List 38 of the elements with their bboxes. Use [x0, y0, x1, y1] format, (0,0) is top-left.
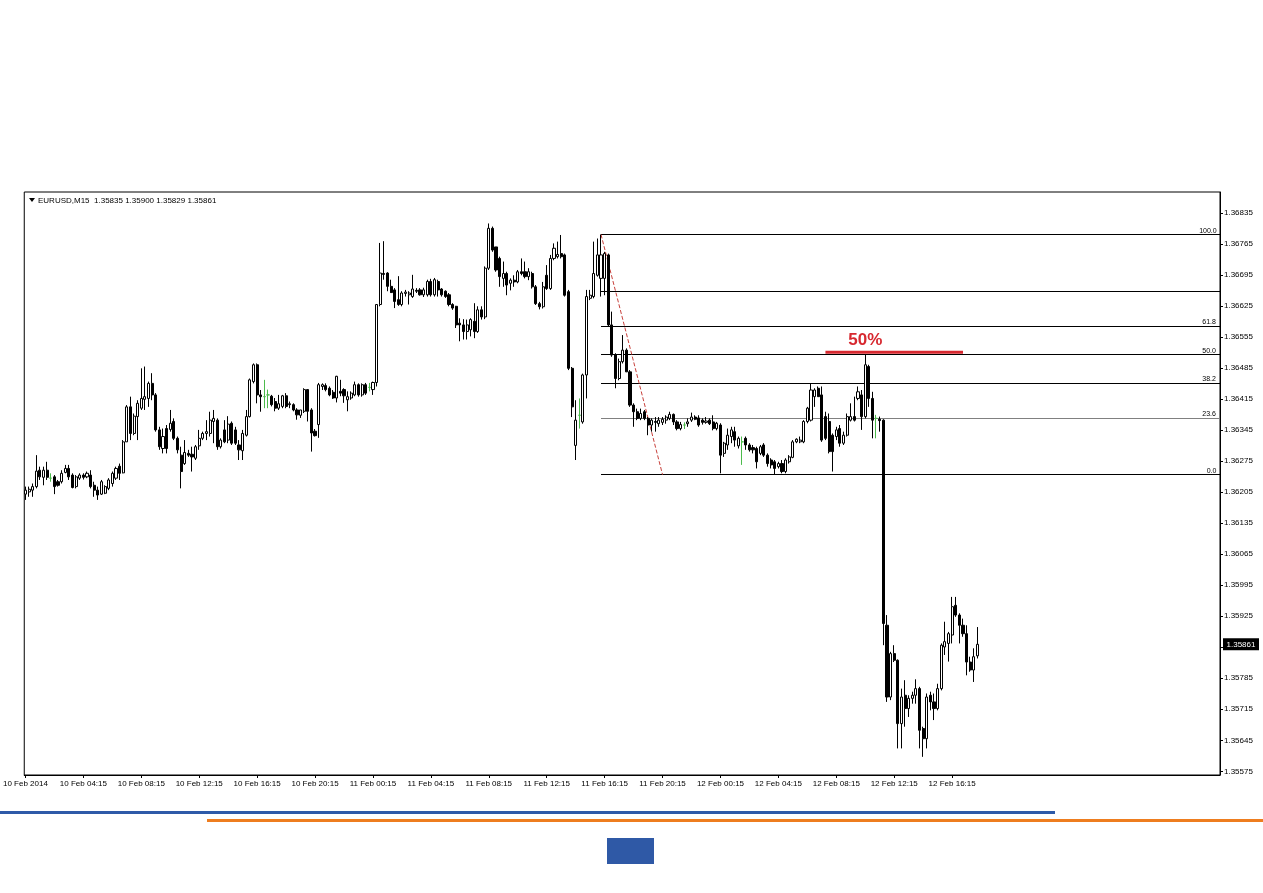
x-tick-label: 12 Feb 12:15 [870, 778, 919, 788]
x-tick-label: 11 Feb 20:15 [639, 778, 687, 788]
text: EURUSD,M15 1.35835 1.35900 1.35829 1.35861 [38, 195, 217, 205]
y-tick-label: 1.36765 [1224, 239, 1254, 249]
x-tick-label: 12 Feb 00:15 [696, 778, 745, 788]
annotation: 50% [848, 330, 883, 350]
x-tick-label: 12 Feb 08:15 [812, 778, 861, 788]
x-tick-label: 11 Feb 16:15 [581, 778, 629, 788]
annotation: 1.35861 [1226, 639, 1257, 649]
y-tick-label: 1.36415 [1224, 394, 1254, 404]
y-tick-label: 1.36135 [1224, 518, 1254, 528]
x-tick-label: 12 Feb 04:15 [754, 778, 803, 788]
y-tick-label: 1.36065 [1224, 549, 1254, 559]
y-tick-label: 1.36625 [1224, 301, 1254, 311]
y-tick-label: 1.36345 [1224, 425, 1254, 435]
y-tick-label: 1.36275 [1224, 456, 1254, 466]
x-tick-label: 10 Feb 12:15 [175, 778, 224, 788]
x-tick-label: 10 Feb 04:15 [59, 778, 108, 788]
x-tick-label: 10 Feb 20:15 [291, 778, 340, 788]
x-tick-label: 11 Feb 08:15 [465, 778, 513, 788]
y-tick-label: 1.35925 [1224, 611, 1254, 621]
y-tick-label: 1.35645 [1224, 735, 1254, 745]
y-tick-label: 1.35575 [1224, 766, 1254, 776]
x-tick-label: 11 Feb 04:15 [407, 778, 455, 788]
y-tick-label: 1.36555 [1224, 332, 1254, 342]
x-tick-label: 11 Feb 12:15 [523, 778, 571, 788]
y-tick-label: 1.36835 [1224, 208, 1254, 218]
x-tick-label: 12 Feb 16:15 [928, 778, 977, 788]
y-tick-label: 1.36695 [1224, 270, 1254, 280]
x-tick-label: 10 Feb 16:15 [233, 778, 282, 788]
y-tick-label: 1.35995 [1224, 580, 1254, 590]
y-tick-label: 1.35715 [1224, 704, 1254, 714]
x-tick-label: 11 Feb 00:15 [349, 778, 397, 788]
y-tick-label: 1.36205 [1224, 487, 1254, 497]
y-tick-label: 1.35785 [1224, 673, 1254, 683]
x-tick-label: 10 Feb 2014 [2, 778, 49, 788]
y-tick-label: 1.36485 [1224, 363, 1254, 373]
x-tick-label: 10 Feb 08:15 [117, 778, 166, 788]
